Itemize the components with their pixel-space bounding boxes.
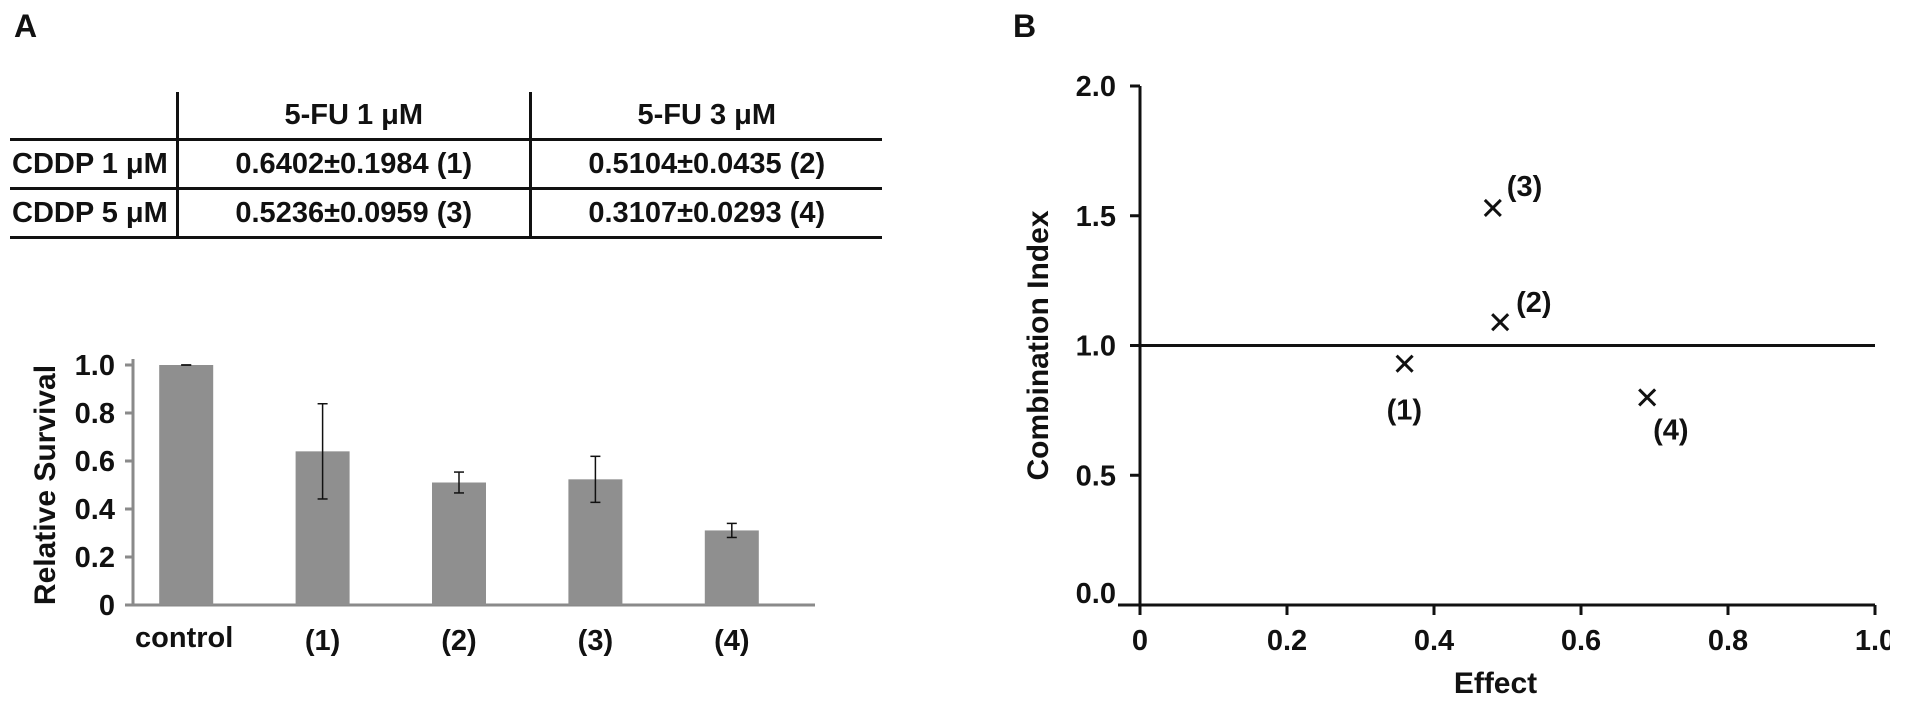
y-axis-label: Combination Index	[1022, 210, 1055, 480]
table-cell: 0.3107±0.0293 (4)	[528, 188, 882, 239]
point-label: (1)	[1387, 395, 1422, 427]
x-tick-label: 0	[1132, 625, 1148, 657]
y-tick-label: 0.4	[75, 494, 115, 526]
scatter-point	[1638, 388, 1657, 407]
panel-label-a: A	[14, 8, 38, 44]
y-tick-label: 0.6	[75, 446, 115, 478]
col-header-5fu-3: 5-FU 3 μM	[528, 92, 882, 141]
point-marker-stroke	[1491, 313, 1510, 332]
y-tick-label: 0	[99, 590, 115, 622]
point-label: (3)	[1507, 171, 1542, 203]
col-header-5fu-1: 5-FU 1 μM	[175, 92, 531, 141]
y-tick-label: 0.0	[1076, 578, 1116, 610]
x-tick-label: 1.0	[1855, 625, 1890, 657]
y-tick-label: 0.2	[75, 542, 115, 574]
scatter-point	[1491, 313, 1510, 332]
point-marker-stroke	[1638, 388, 1657, 407]
survival-bar-chart: 0 0.2 0.4 0.6 0.8 1.0 Relative Survival control…	[29, 350, 815, 657]
x-tick-label: 0.8	[1708, 625, 1748, 657]
scatter-point	[1483, 198, 1502, 218]
x-tick-label: 0.6	[1561, 625, 1601, 657]
x-tick-label: 0.4	[1414, 625, 1454, 657]
combination-index-chart: 0.0 0.5 1.0 1.5 2.0 0 0.2 0.4 0.6 0.8 1.0 Effect Com…	[1022, 71, 1890, 700]
table-corner	[10, 92, 178, 141]
point-label: (2)	[1516, 287, 1551, 319]
bar	[432, 482, 486, 605]
y-tick-label: 1.5	[1076, 201, 1116, 233]
table-row: CDDP 1 μM 0.6402±0.1984 (1) 0.5104±0.043…	[10, 139, 882, 190]
table-row: CDDP 5 μM 0.5236±0.0959 (3) 0.3107±0.029…	[10, 188, 882, 239]
x-tick-label: control	[135, 622, 233, 654]
y-tick-label: 2.0	[1076, 71, 1116, 103]
y-axis-label: Relative Survival	[29, 365, 62, 605]
bar	[159, 365, 214, 605]
table-cell: 0.5236±0.0959 (3)	[175, 188, 531, 239]
x-tick-label: (1)	[305, 625, 340, 657]
x-tick-label: (4)	[714, 625, 749, 657]
point-marker-stroke	[1483, 198, 1502, 218]
x-tick-label: 0.2	[1267, 625, 1307, 657]
panel-label-b: B	[1013, 8, 1037, 44]
table-cell: 0.5104±0.0435 (2)	[528, 139, 882, 190]
table-cell: 0.6402±0.1984 (1)	[175, 139, 531, 190]
x-tick-label: (2)	[441, 625, 476, 657]
point-label: (4)	[1653, 414, 1688, 446]
combination-table: 5-FU 1 μM 5-FU 3 μM CDDP 1 μM 0.6402±0.1…	[10, 92, 882, 239]
y-tick-label: 0.5	[1076, 460, 1116, 492]
bar	[704, 530, 759, 605]
x-tick-label: (3)	[578, 625, 613, 657]
y-tick-label: 1.0	[75, 350, 115, 382]
scatter-point	[1395, 354, 1414, 373]
point-marker-stroke	[1395, 354, 1414, 373]
x-axis-label: Effect	[1454, 667, 1537, 700]
y-tick-label: 1.0	[1076, 331, 1116, 363]
row-header-cddp-1: CDDP 1 μM	[10, 139, 178, 190]
row-header-cddp-5: CDDP 5 μM	[10, 188, 178, 239]
y-tick-label: 0.8	[75, 398, 115, 430]
